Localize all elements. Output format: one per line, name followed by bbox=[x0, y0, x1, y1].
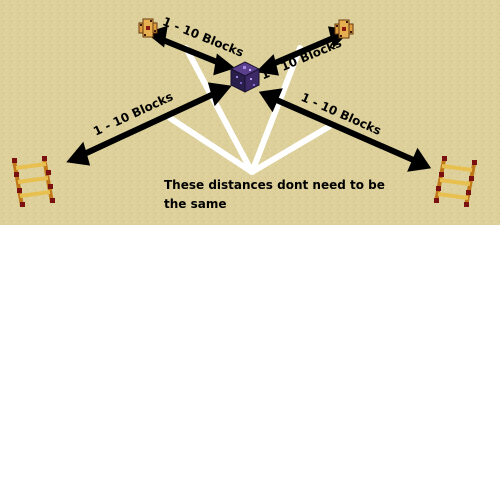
rail-ladder-icon bbox=[12, 156, 55, 207]
distance-note: These distances dont need to be the same bbox=[164, 178, 385, 211]
game-scene: 1 - 10 Blocks 1 - 10 Blocks 1 - 10 Block… bbox=[0, 0, 500, 225]
arrow-head bbox=[255, 54, 280, 76]
pointer-line-3 bbox=[249, 45, 303, 175]
pointer-lines bbox=[167, 45, 333, 175]
arrow-head bbox=[407, 147, 432, 172]
arrow-left bbox=[77, 89, 221, 159]
rail-ladder-icon bbox=[434, 156, 477, 207]
arrow-head bbox=[213, 53, 236, 76]
arrow-top-left bbox=[155, 35, 225, 67]
arrow-head bbox=[207, 82, 232, 107]
pointer-line-4 bbox=[249, 123, 333, 175]
sand-ground bbox=[0, 0, 500, 225]
scene-drawing bbox=[0, 0, 500, 225]
arrow-top-right bbox=[265, 33, 341, 69]
arrow-head bbox=[258, 88, 283, 113]
redstone-node-icon bbox=[334, 19, 354, 39]
arrow-head bbox=[66, 141, 91, 166]
ender-block-icon bbox=[229, 61, 261, 93]
redstone-node-icon bbox=[138, 18, 158, 38]
pointer-line-1 bbox=[183, 45, 255, 175]
pointer-line-2 bbox=[167, 115, 255, 175]
blank-area bbox=[0, 225, 500, 500]
arrow-right bbox=[269, 95, 421, 165]
